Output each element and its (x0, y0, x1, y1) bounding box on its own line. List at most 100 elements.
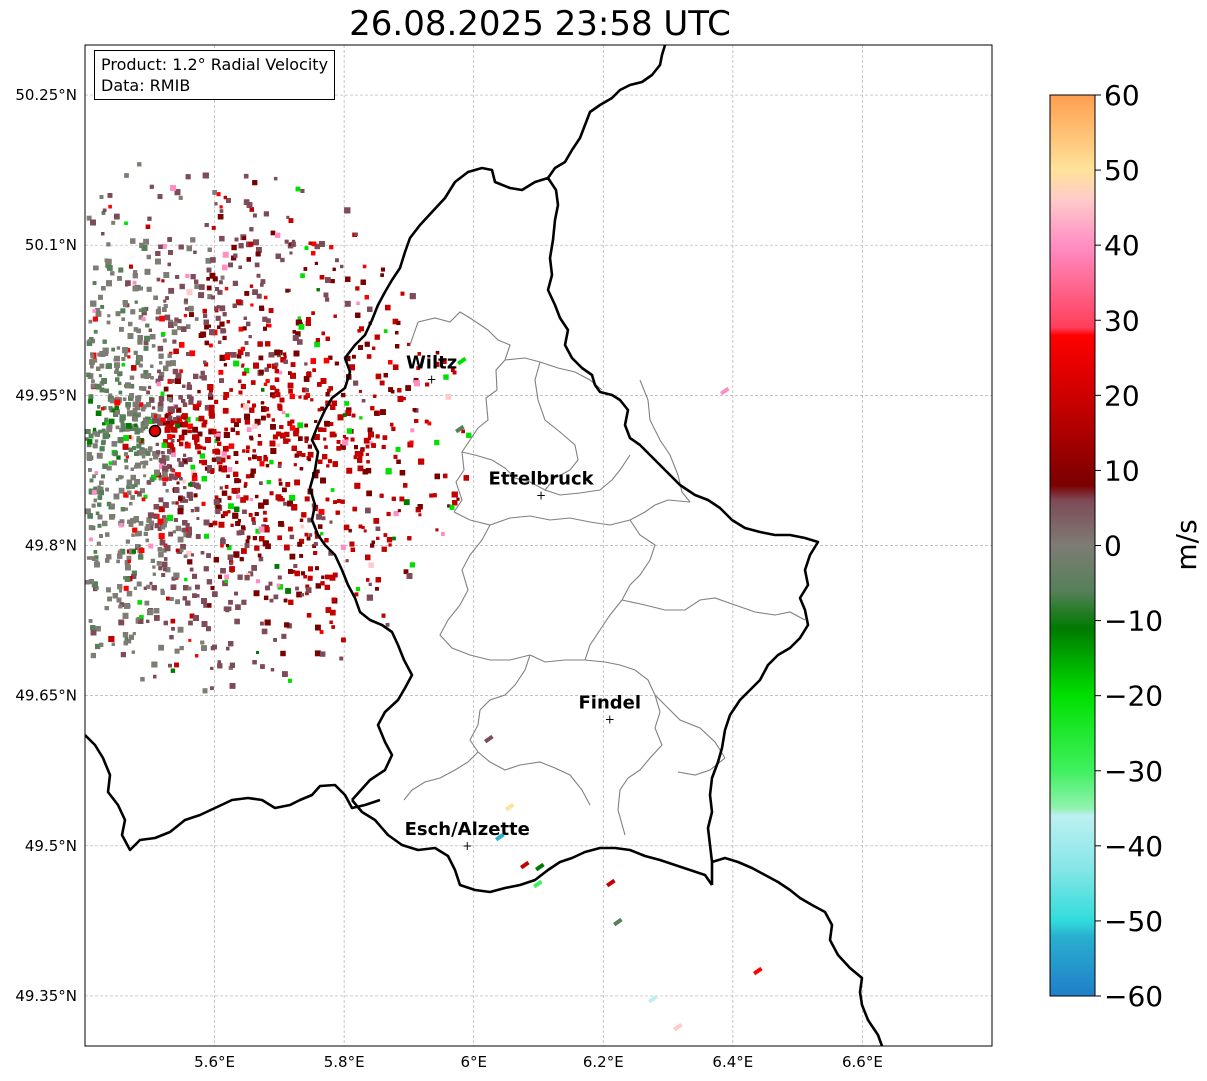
velocity-pixel (178, 461, 184, 467)
velocity-pixel (280, 357, 286, 363)
velocity-pixel (143, 340, 149, 346)
velocity-pixel (142, 465, 146, 469)
velocity-pixel (177, 439, 181, 442)
velocity-pixel (97, 523, 102, 528)
velocity-pixel (124, 507, 128, 511)
velocity-pixel (235, 460, 239, 464)
velocity-pixel (403, 499, 410, 506)
velocity-pixel (272, 434, 278, 440)
velocity-pixel (161, 455, 166, 459)
velocity-pixel (259, 536, 265, 542)
velocity-pixel (325, 607, 332, 613)
velocity-pixel (157, 369, 161, 374)
velocity-pixel (300, 273, 305, 278)
velocity-pixel (129, 485, 133, 489)
velocity-pixel (201, 476, 207, 482)
velocity-pixel (315, 624, 321, 631)
velocity-streak (752, 966, 763, 976)
velocity-pixel (139, 286, 143, 291)
velocity-pixel (226, 544, 230, 548)
velocity-pixel (162, 515, 167, 520)
velocity-pixel (157, 518, 164, 525)
city-label: Esch/Alzette (405, 819, 530, 840)
velocity-pixel (294, 570, 300, 577)
velocity-pixel (132, 446, 137, 451)
velocity-pixel (350, 437, 355, 442)
velocity-pixel (145, 323, 150, 328)
velocity-pixel (235, 604, 241, 610)
velocity-pixel (222, 445, 229, 452)
velocity-pixel (97, 486, 104, 493)
velocity-pixel (308, 533, 313, 537)
velocity-pixel (185, 600, 191, 606)
velocity-pixel (312, 368, 316, 372)
velocity-pixel (183, 486, 187, 490)
velocity-pixel (167, 442, 173, 448)
velocity-pixel (234, 506, 240, 512)
velocity-pixel (132, 527, 138, 533)
velocity-pixel (160, 588, 165, 593)
velocity-pixel (161, 451, 165, 455)
velocity-pixel (105, 487, 109, 492)
velocity-pixel (321, 331, 325, 336)
velocity-pixel (290, 241, 296, 247)
lon-tick-label: 5.6°E (194, 1053, 235, 1071)
velocity-pixel (124, 452, 128, 457)
velocity-pixel (202, 446, 206, 450)
velocity-pixel (363, 437, 370, 444)
velocity-pixel (233, 471, 239, 477)
velocity-pixel (90, 352, 94, 356)
velocity-pixel (416, 366, 421, 371)
velocity-pixel (186, 550, 192, 557)
velocity-pixel (111, 460, 117, 466)
velocity-pixel (270, 424, 276, 430)
velocity-pixel (349, 541, 355, 547)
velocity-pixel (203, 566, 209, 572)
velocity-pixel (172, 427, 178, 433)
velocity-pixel (137, 355, 143, 362)
velocity-pixel (136, 443, 142, 449)
velocity-pixel (331, 597, 336, 602)
velocity-pixel (223, 195, 227, 200)
velocity-pixel (244, 291, 250, 296)
velocity-pixel (254, 418, 261, 425)
velocity-pixel (203, 360, 207, 364)
velocity-pixel (155, 251, 161, 256)
velocity-pixel (258, 526, 265, 533)
velocity-pixel (114, 368, 119, 373)
velocity-pixel (134, 300, 138, 304)
velocity-pixel (88, 525, 94, 530)
velocity-pixel (298, 436, 303, 441)
velocity-pixel (267, 323, 272, 328)
velocity-pixel (149, 418, 155, 424)
velocity-pixel (217, 340, 222, 344)
velocity-pixel (95, 511, 100, 515)
velocity-pixel (97, 502, 102, 507)
velocity-pixel (217, 441, 222, 446)
velocity-pixel (101, 378, 107, 384)
velocity-pixel (301, 512, 307, 518)
velocity-pixel (186, 491, 193, 498)
velocity-pixel (252, 660, 257, 665)
velocity-pixel (277, 535, 282, 541)
velocity-pixel (424, 419, 429, 424)
velocity-pixel (108, 461, 112, 465)
velocity-pixel (297, 541, 303, 547)
velocity-pixel (126, 423, 132, 429)
velocity-pixel (220, 543, 224, 548)
velocity-pixel (317, 408, 321, 412)
canton-boundaries (403, 311, 806, 836)
velocity-pixel (179, 441, 184, 447)
velocity-pixel (201, 459, 207, 466)
velocity-pixel (184, 499, 188, 503)
velocity-pixel (157, 345, 164, 352)
velocity-pixel (252, 213, 257, 218)
velocity-pixel (274, 369, 279, 374)
velocity-pixel (354, 232, 358, 236)
velocity-pixel (340, 499, 345, 504)
velocity-pixel (418, 513, 422, 517)
velocity-pixel (330, 609, 336, 616)
velocity-pixel (320, 651, 326, 657)
velocity-pixel (256, 273, 261, 278)
velocity-pixel (250, 303, 254, 307)
